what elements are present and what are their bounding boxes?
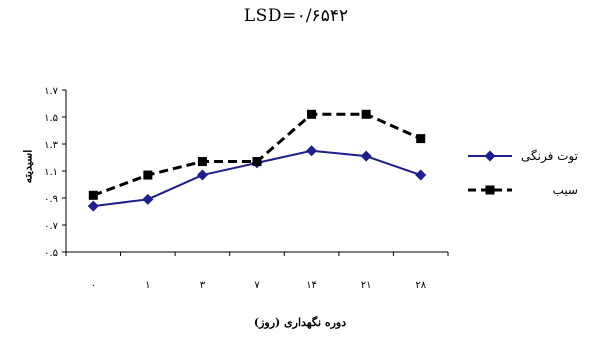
y-tick-label: ۱.۱ (44, 167, 58, 178)
series-line-1 (92, 112, 422, 197)
x-tick-label: ۱۴ (306, 280, 317, 291)
data-point-0 (415, 169, 427, 181)
x-tick-label: ۳ (200, 280, 206, 291)
y-tick-label: ۰.۷ (44, 221, 59, 232)
legend-label-1: سیب (553, 183, 578, 197)
data-point-1 (88, 190, 98, 200)
data-point-0 (142, 193, 154, 205)
x-tick-label: ۷ (254, 280, 260, 291)
x-axis-label: دوره نگهداری (روز) (253, 316, 347, 329)
data-point-0 (87, 200, 99, 212)
y-tick-label: ۱.۷ (44, 86, 59, 97)
y-tick-label: ۰.۹ (44, 194, 58, 205)
x-tick-label: ۰ (91, 280, 96, 291)
data-point-1 (197, 157, 207, 167)
legend-label-0: توت فرنگی (521, 149, 578, 164)
x-tick-label: ۲۸ (415, 280, 426, 291)
legend-marker-1 (485, 185, 495, 195)
x-tick-label: ۲۱ (361, 280, 372, 291)
x-tick-label: ۱ (145, 280, 150, 291)
y-tick-label: ۱.۵ (44, 113, 58, 124)
data-point-0 (196, 169, 208, 181)
chart-title: LSD=۰/۶۵۴۲ (243, 6, 349, 26)
data-point-0 (360, 150, 372, 162)
y-tick-label: ۰.۵ (44, 248, 58, 259)
data-point-1 (307, 109, 317, 119)
legend-marker-0 (484, 150, 496, 162)
data-point-1 (361, 109, 371, 119)
data-point-1 (416, 134, 426, 144)
data-point-0 (306, 145, 318, 157)
y-tick-label: ۱.۳ (44, 140, 59, 151)
data-point-1 (143, 170, 153, 180)
data-point-1 (252, 157, 262, 167)
